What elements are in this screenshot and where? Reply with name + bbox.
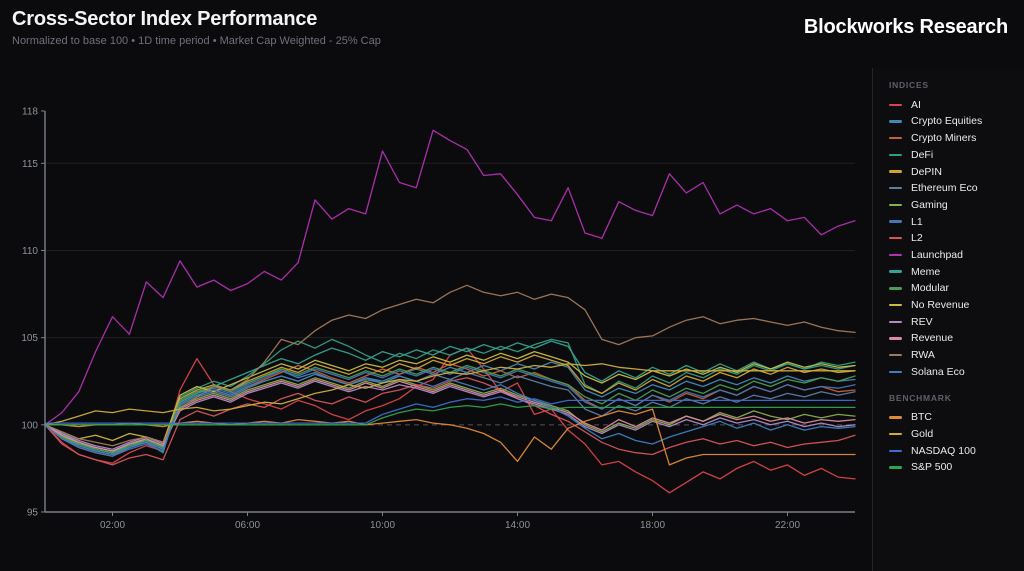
- legend-item-gaming[interactable]: Gaming: [889, 199, 1016, 211]
- legend-item-meme[interactable]: Meme: [889, 266, 1016, 278]
- legend-label-crypto-equities: Crypto Equities: [911, 115, 983, 128]
- legend-swatch-s-p-500: [889, 466, 902, 469]
- legend-swatch-depin: [889, 170, 902, 173]
- y-axis-label-95: 95: [27, 508, 39, 519]
- legend-item-crypto-equities[interactable]: Crypto Equities: [889, 115, 1016, 128]
- series-line-no-revenue: [44, 350, 856, 443]
- legend-label-defi: DeFi: [911, 148, 934, 161]
- x-axis-label-22:00: 22:00: [775, 520, 800, 531]
- x-axis-label-18:00: 18:00: [640, 520, 665, 531]
- legend-label-rev: REV: [911, 315, 933, 328]
- legend-item-depin[interactable]: DePIN: [889, 166, 1016, 178]
- legend-swatch-modular: [889, 287, 902, 290]
- brand-logo: Blockworks Research: [803, 16, 1008, 38]
- legend-swatch-gold: [889, 432, 902, 436]
- legend-swatch-gaming: [889, 203, 902, 207]
- y-axis-label-110: 110: [22, 246, 38, 257]
- legend-label-btc: BTC: [911, 411, 932, 424]
- legend-swatch-nasdaq-100: [889, 449, 902, 452]
- legend-swatch-ethereum-eco: [889, 187, 902, 190]
- legend-item-nasdaq-100[interactable]: NASDAQ 100: [889, 445, 1016, 457]
- legend-item-l2[interactable]: L2: [889, 232, 1016, 245]
- legend-label-ethereum-eco: Ethereum Eco: [911, 182, 978, 195]
- legend-label-ai: AI: [911, 98, 921, 111]
- chart-header: Cross-Sector Index Performance Normalize…: [12, 8, 381, 47]
- y-axis-label-118: 118: [22, 107, 38, 118]
- legend-item-ethereum-eco[interactable]: Ethereum Eco: [889, 182, 1016, 194]
- chart-area[interactable]: 95 100 105 110 115 118 02:00 06:00 10:00 14:00 18:…: [0, 68, 872, 571]
- legend-swatch-rwa: [889, 353, 902, 357]
- y-axis-label-105: 105: [21, 333, 38, 344]
- series-line-depin: [44, 354, 856, 454]
- legend-item-modular[interactable]: Modular: [889, 282, 1016, 295]
- legend-label-nasdaq-100: NASDAQ 100: [911, 444, 976, 457]
- x-axis-label-10:00: 10:00: [370, 520, 395, 531]
- legend-swatch-ai: [889, 103, 902, 106]
- legend-label-modular: Modular: [911, 282, 949, 295]
- page-title: Cross-Sector Index Performance: [12, 8, 318, 30]
- legend-label-s-p-500: S&P 500: [911, 461, 953, 474]
- legend-swatch-launchpad: [889, 253, 902, 257]
- legend-label-meme: Meme: [911, 265, 941, 278]
- y-axis-label-100: 100: [21, 420, 38, 431]
- legend-label-gold: Gold: [911, 428, 934, 441]
- legend-indices-header: INDICES: [889, 80, 929, 90]
- legend-label-solana-eco: Solana Eco: [911, 365, 965, 378]
- legend-item-l1[interactable]: L1: [889, 216, 1016, 228]
- y-axis-label-115: 115: [22, 159, 38, 170]
- legend-item-no-revenue[interactable]: No Revenue: [889, 299, 1016, 311]
- series-line-s-p-500: [44, 403, 856, 426]
- legend-item-ai[interactable]: AI: [889, 99, 1016, 111]
- legend-swatch-l2: [889, 237, 902, 240]
- legend-swatch-btc: [889, 416, 902, 419]
- series-line-rev: [44, 380, 856, 450]
- series-line-nasdaq-100: [44, 396, 856, 424]
- legend-item-rev[interactable]: REV: [889, 316, 1016, 328]
- legend-swatch-revenue: [889, 337, 902, 340]
- legend-swatch-solana-eco: [889, 370, 902, 373]
- legend-swatch-crypto-miners: [889, 136, 902, 140]
- legend-label-revenue: Revenue: [911, 332, 954, 345]
- legend-item-solana-eco[interactable]: Solana Eco: [889, 366, 1016, 378]
- series-line-gaming: [44, 377, 856, 452]
- legend-label-gaming: Gaming: [911, 198, 948, 211]
- legend-swatch-no-revenue: [889, 303, 902, 307]
- legend-label-launchpad: Launchpad: [911, 248, 963, 261]
- legend-panel: INDICES AI Crypto Equities Crypto Miners De…: [872, 68, 1024, 571]
- legend-label-depin: DePIN: [911, 165, 942, 178]
- line-chart[interactable]: 95 100 105 110 115 118 02:00 06:00 10:00 14:00 18:…: [0, 68, 872, 571]
- series-line-solana-eco: [44, 373, 856, 456]
- legend-item-defi[interactable]: DeFi: [889, 149, 1016, 161]
- legend-label-l2: L2: [911, 232, 923, 245]
- legend-item-launchpad[interactable]: Launchpad: [889, 249, 1016, 261]
- legend-benchmark-list: BTC Gold NASDAQ 100 S&P 500: [889, 411, 1016, 474]
- legend-item-crypto-miners[interactable]: Crypto Miners: [889, 132, 1016, 144]
- series-line-l2: [44, 377, 856, 466]
- legend-item-rwa[interactable]: RWA: [889, 349, 1016, 361]
- legend-swatch-defi: [889, 153, 902, 157]
- legend-label-rwa: RWA: [911, 349, 935, 362]
- page-subtitle: Normalized to base 100 • 1D time period …: [12, 35, 381, 47]
- legend-item-revenue[interactable]: Revenue: [889, 332, 1016, 345]
- series-line-launchpad: [44, 129, 856, 426]
- legend-item-s-p-500[interactable]: S&P 500: [889, 461, 1016, 474]
- x-axis-label-02:00: 02:00: [100, 520, 125, 531]
- legend-indices-list: AI Crypto Equities Crypto Miners DeFi DePIN E…: [889, 99, 1016, 378]
- legend-label-l1: L1: [911, 215, 923, 228]
- x-axis-label-06:00: 06:00: [235, 520, 260, 531]
- legend-swatch-l1: [889, 220, 902, 223]
- series-line-gold: [44, 363, 856, 426]
- legend-label-no-revenue: No Revenue: [911, 299, 970, 312]
- legend-swatch-crypto-equities: [889, 120, 902, 123]
- legend-label-crypto-miners: Crypto Miners: [911, 132, 977, 145]
- legend-swatch-rev: [889, 320, 902, 323]
- legend-swatch-meme: [889, 270, 902, 273]
- legend-item-gold[interactable]: Gold: [889, 428, 1016, 440]
- legend-benchmark-header: BENCHMARK: [889, 392, 952, 403]
- legend-item-btc[interactable]: BTC: [889, 411, 1016, 424]
- x-axis-label-14:00: 14:00: [505, 520, 530, 531]
